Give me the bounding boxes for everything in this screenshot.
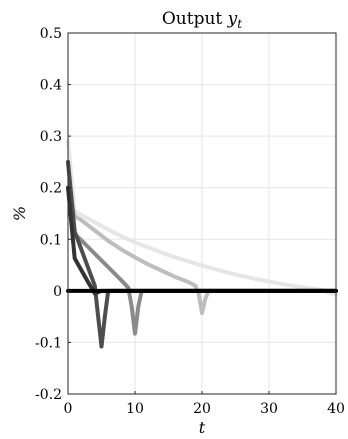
y-tick-label: -0.2 bbox=[35, 387, 62, 403]
x-axis-label: t bbox=[199, 418, 206, 437]
y-axis-label: % bbox=[10, 206, 29, 221]
x-tick-label: 10 bbox=[126, 401, 144, 417]
y-tick-label: 0.3 bbox=[40, 129, 62, 145]
x-tick-label: 40 bbox=[327, 401, 345, 417]
y-tick-label: 0.1 bbox=[40, 232, 62, 248]
grid bbox=[67, 32, 337, 395]
x-tick-label: 0 bbox=[64, 401, 73, 417]
chart-title-main: Output bbox=[162, 9, 228, 29]
chart-title-var: y bbox=[227, 9, 238, 29]
chart-title-sub: t bbox=[237, 17, 242, 31]
x-tick-label: 20 bbox=[193, 401, 211, 417]
y-tick-label: -0.1 bbox=[35, 335, 62, 351]
tick-labels: 0 10 20 30 40 -0.2 -0.1 0 0.1 0.2 0.3 0.4 0.5 bbox=[35, 26, 345, 417]
y-tick-label: 0.2 bbox=[40, 181, 62, 197]
y-tick-label: 0.4 bbox=[40, 78, 62, 94]
y-tick-label: 0 bbox=[53, 284, 62, 300]
x-tick-label: 30 bbox=[260, 401, 278, 417]
series-layer bbox=[66, 139, 338, 349]
y-tick-label: 0.5 bbox=[40, 26, 62, 42]
chart-title: Output yt bbox=[162, 9, 242, 31]
series-line-1 bbox=[66, 139, 338, 297]
